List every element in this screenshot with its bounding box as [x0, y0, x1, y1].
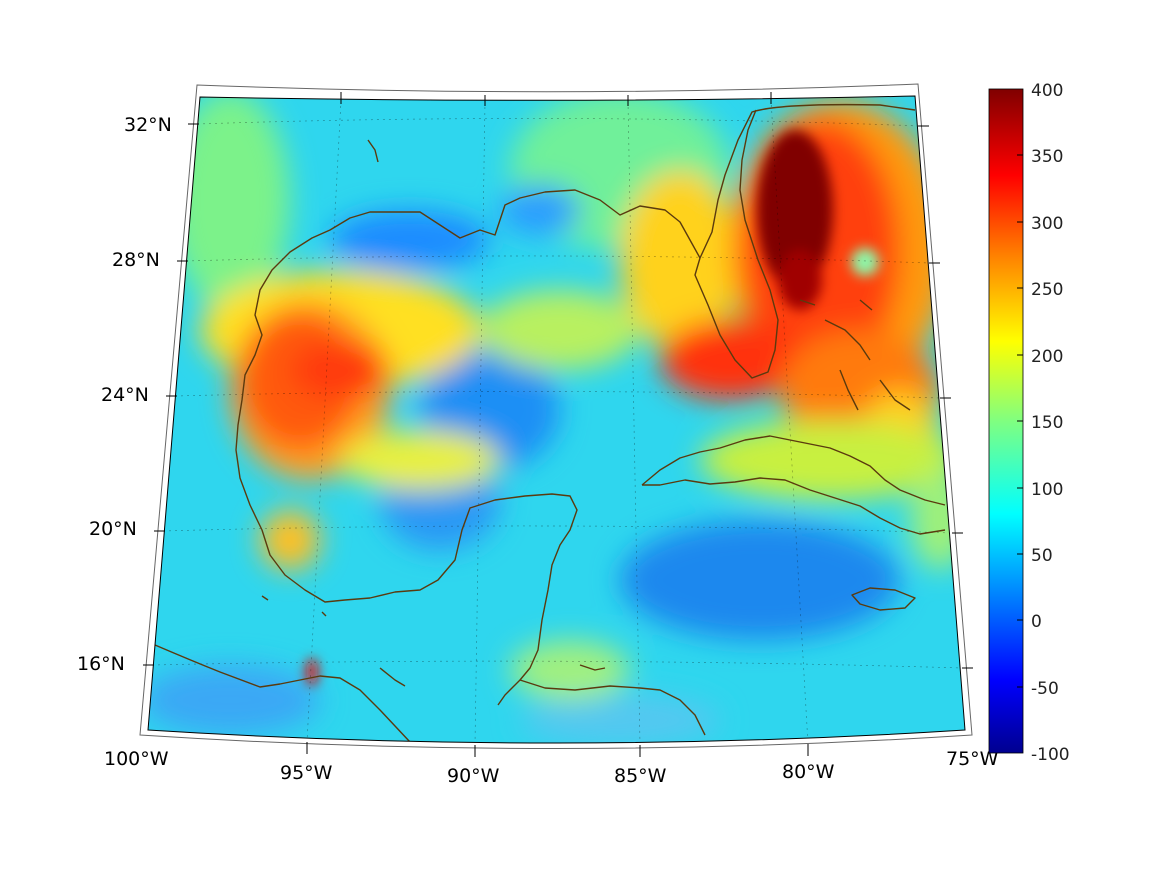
lon-label-85w: 85°W [614, 765, 667, 787]
colorbar-label-150: 150 [1031, 413, 1063, 433]
colorbar-label-neg50: -50 [1031, 679, 1059, 699]
lat-label-32n: 32°N [124, 114, 172, 136]
islands-coast [261, 139, 606, 687]
lon-label-95w: 95°W [280, 762, 333, 784]
map-frame [147, 95, 966, 744]
lon-label-80w: 80°W [782, 761, 835, 783]
lon-label-90w: 90°W [447, 765, 500, 787]
lon-label-75w: 75°W [946, 748, 999, 770]
gulf-coast-us-mexico [235, 103, 916, 706]
colorbar-label-400: 400 [1031, 81, 1063, 101]
colorbar-label-350: 350 [1031, 147, 1063, 167]
lat-label-20n: 20°N [89, 518, 137, 540]
axis-ticks [143, 92, 973, 757]
colorbar: 400 350 300 250 200 150 100 50 0 -50 -10… [988, 81, 1070, 765]
central-america-coast [154, 644, 706, 743]
bahamas-coast [799, 299, 911, 411]
colorbar-label-100: 100 [1031, 480, 1063, 500]
lat-label-16n: 16°N [77, 653, 125, 675]
lat-label-28n: 28°N [112, 249, 160, 271]
lat-label-24n: 24°N [101, 384, 149, 406]
colorbar-label-300: 300 [1031, 214, 1063, 234]
jamaica-coast [851, 587, 916, 611]
colorbar-label-neg100: -100 [1031, 745, 1070, 765]
cuba-coast [641, 435, 946, 535]
heat-field [148, 96, 965, 743]
colorbar-label-250: 250 [1031, 280, 1063, 300]
lon-label-100w: 100°W [104, 748, 169, 770]
graticule [151, 98, 963, 743]
colorbar-label-200: 200 [1031, 347, 1063, 367]
colorbar-label-50: 50 [1031, 546, 1053, 566]
map-frame-outer [139, 83, 973, 749]
colorbar-label-0: 0 [1031, 612, 1042, 632]
coastlines [154, 103, 946, 743]
